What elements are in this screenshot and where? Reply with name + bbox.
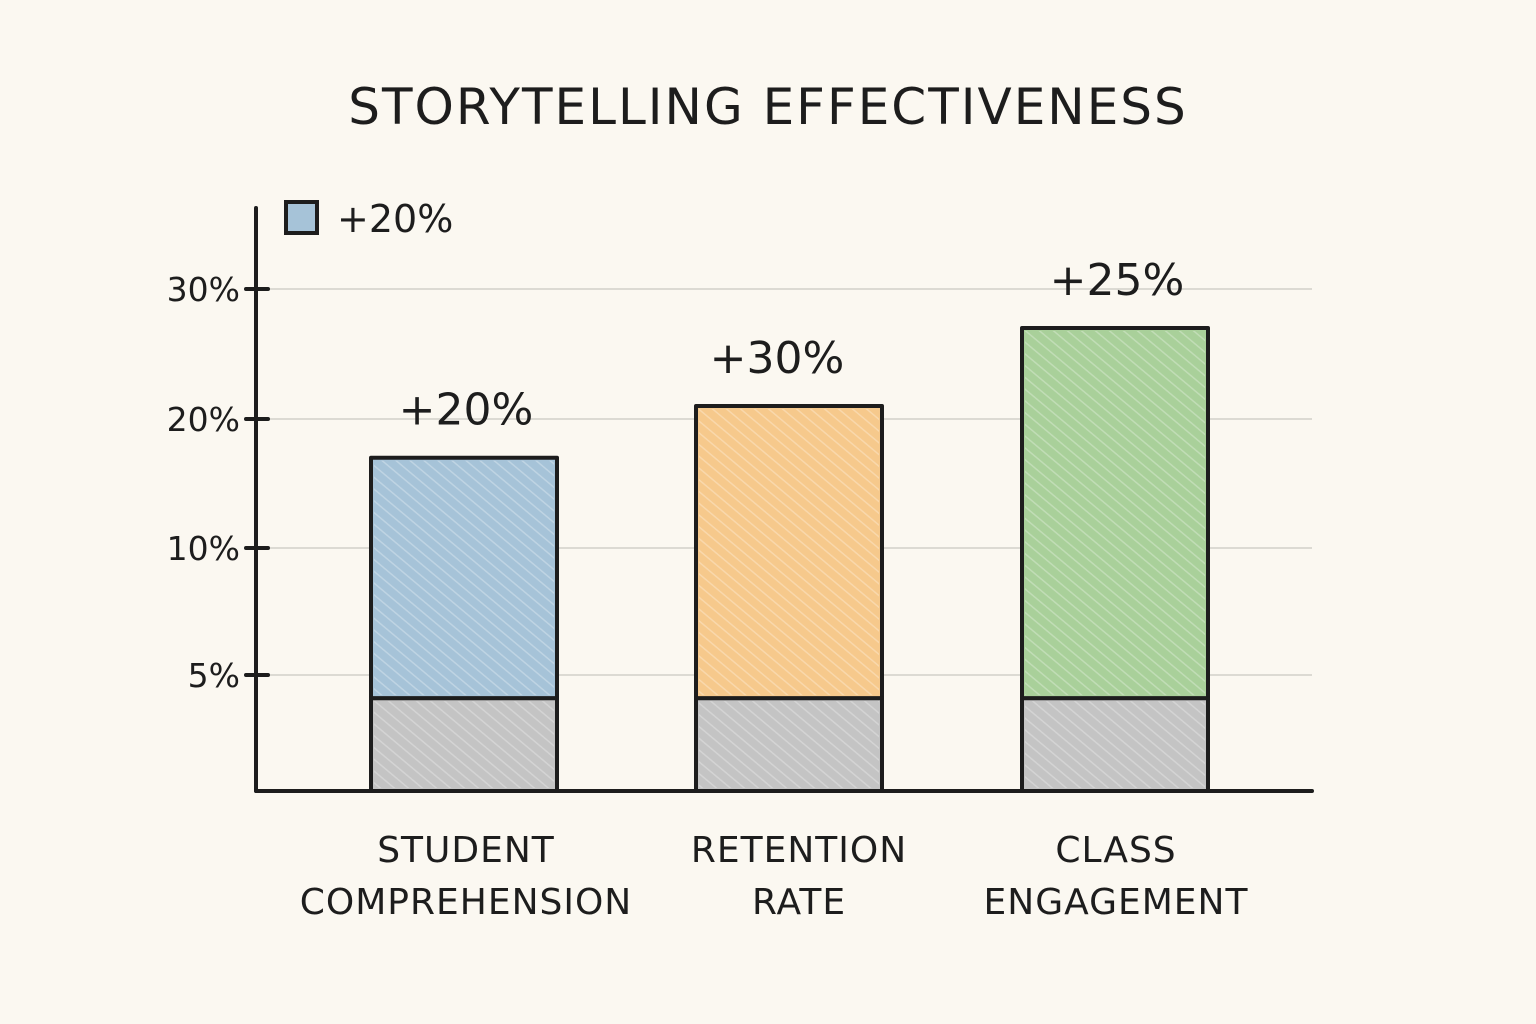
y-tick-label: 10%	[167, 529, 240, 568]
chart-title: STORYTELLING EFFECTIVENESS	[348, 78, 1188, 136]
category-label-2: RATE	[752, 882, 846, 923]
bar-hatch	[374, 701, 554, 788]
data-label-2: +30%	[710, 333, 845, 384]
y-tick-label: 5%	[188, 656, 240, 695]
y-tick-label: 30%	[167, 270, 240, 309]
bar-hatch	[699, 701, 879, 788]
bar-hatch	[1025, 701, 1205, 788]
category-label-3: CLASS	[1055, 830, 1176, 871]
bar-hatch	[374, 460, 554, 696]
legend-swatch	[284, 200, 319, 235]
category-label-1: COMPREHENSION	[300, 882, 632, 923]
legend-label: +20%	[337, 197, 453, 241]
bar-hatch	[699, 409, 879, 696]
data-label-1: +20%	[399, 385, 534, 436]
y-tick-label: 20%	[167, 400, 240, 439]
category-label-2: RETENTION	[691, 830, 907, 871]
category-label-3: ENGAGEMENT	[984, 882, 1249, 923]
bar-hatch	[1025, 331, 1205, 696]
category-label-1: STUDENT	[377, 830, 555, 871]
data-label-3: +25%	[1050, 255, 1185, 306]
